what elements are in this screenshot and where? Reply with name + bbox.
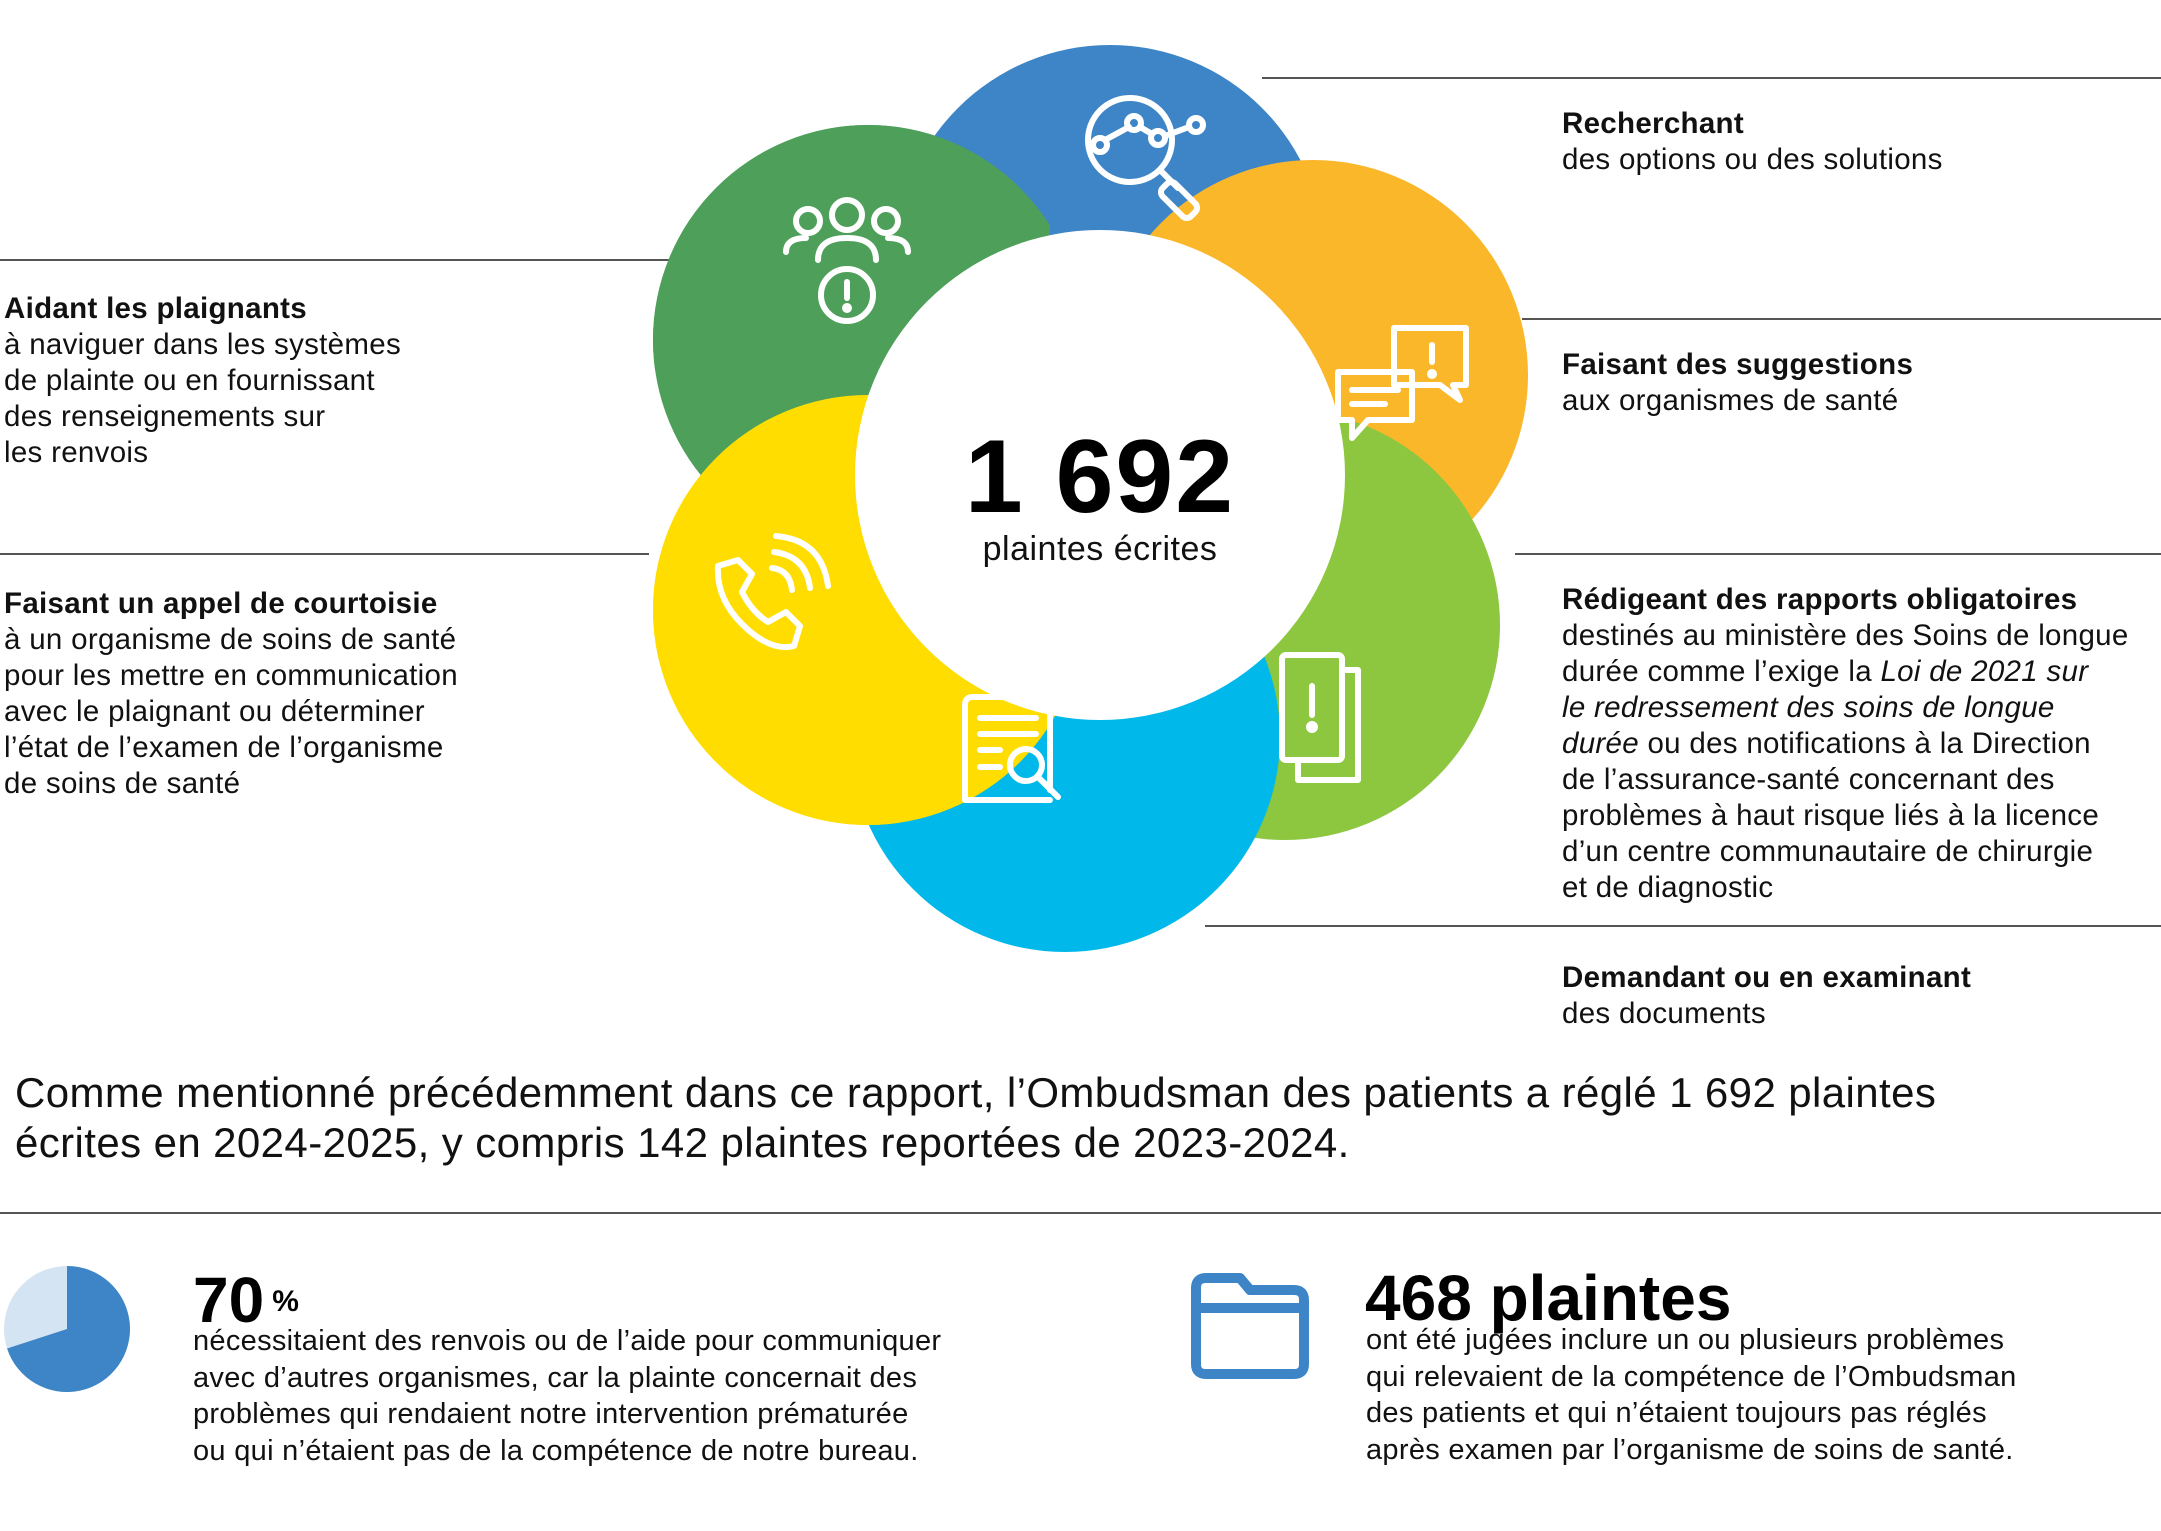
intro-paragraph: Comme mentionné précédemment dans ce rap… <box>15 1068 2135 1168</box>
documents-alert-icon <box>1279 652 1361 783</box>
stat-complaints-number: 468 <box>1365 1262 1472 1334</box>
pie-slice <box>7 1266 130 1392</box>
label-call-title: Faisant un appel de courtoisie <box>4 587 438 620</box>
people-alert-icon <box>783 197 911 324</box>
label-suggest-line: aux organismes de santé <box>1562 384 1899 417</box>
label-call-line: de soins de santé <box>4 767 241 800</box>
label-call-line: l’état de l’examen de l’organisme <box>4 731 444 764</box>
label-help-line: des renseignements sur <box>4 400 326 433</box>
divider-reports <box>1515 553 2161 555</box>
label-reports: Rédigeant des rapports obligatoires dest… <box>1562 582 2129 906</box>
label-call-line: à un organisme de soins de santé <box>4 623 457 656</box>
label-help-title: Aidant les plaignants <box>4 292 307 325</box>
magnifier-chart-icon <box>1085 95 1206 222</box>
document-search-icon <box>962 694 1061 803</box>
stat-percent-line: ou qui n’étaient pas de la compétence de… <box>193 1434 919 1467</box>
stat-percent-description: nécessitaient des renvois ou de l’aide p… <box>193 1323 941 1469</box>
stat-percent-number: 70 <box>193 1264 265 1336</box>
speech-bubbles-icon <box>1335 325 1469 441</box>
divider-section <box>0 1212 2161 1214</box>
label-search: Recherchant des options ou des solutions <box>1562 106 1943 178</box>
stat-complaints-description: ont été jugées inclure un ou plusieurs p… <box>1366 1322 2017 1468</box>
stat-percent-line: avec d’autres organismes, car la plainte… <box>193 1361 918 1394</box>
label-help-line: de plainte ou en fournissant <box>4 364 375 397</box>
label-reports-line: de l’assurance-santé concernant des <box>1562 763 2055 796</box>
label-reports-line: problèmes à haut risque liés à la licenc… <box>1562 799 2100 832</box>
label-reports-law-title: Loi de 2021 sur <box>1880 655 2089 688</box>
label-reports-line: durée comme l’exige la Loi de 2021 sur <box>1562 654 2129 690</box>
petal-call-overlap <box>653 560 900 825</box>
center-value: 1 692 <box>964 419 1236 535</box>
label-reports-law-title: le redressement des soins de longue <box>1562 691 2055 724</box>
stat-complaints-line: après examen par l’organisme de soins de… <box>1366 1433 2014 1466</box>
label-reports-title: Rédigeant des rapports obligatoires <box>1562 583 2078 616</box>
label-suggest-title: Faisant des suggestions <box>1562 348 1914 381</box>
stat-percent-line: problèmes qui rendaient notre interventi… <box>193 1398 909 1430</box>
label-reports-line: d’un centre communautaire de chirurgie <box>1562 835 2094 868</box>
label-help-line: les renvois <box>4 436 149 469</box>
label-search-line: des options ou des solutions <box>1562 143 1943 176</box>
label-documents-line: des documents <box>1562 997 1766 1030</box>
center-disc <box>855 230 1345 720</box>
center-label: plaintes écrites <box>982 530 1218 568</box>
divider-suggest <box>1522 318 2161 320</box>
divider-documents <box>1205 925 2161 927</box>
label-reports-line: durée ou des notifications à la Directio… <box>1562 726 2129 762</box>
folder-icon <box>1191 1273 1309 1379</box>
label-suggest: Faisant des suggestions aux organismes d… <box>1562 347 1913 419</box>
stat-complaints-unit: plaintes <box>1489 1262 1732 1334</box>
stat-complaints-line: ont été jugées inclure un ou plusieurs p… <box>1366 1324 2005 1356</box>
label-search-title: Recherchant <box>1562 107 1744 140</box>
label-reports-line: destinés au ministère des Soins de longu… <box>1562 619 2129 652</box>
stat-percent-unit: % <box>272 1285 299 1318</box>
label-reports-text: durée comme l’exige la <box>1562 655 1881 688</box>
label-help-line: à naviguer dans les systèmes <box>4 328 402 361</box>
label-help: Aidant les plaignants à naviguer dans le… <box>4 291 401 471</box>
phone-call-icon <box>714 533 831 650</box>
stat-complaints-line: des patients et qui n’étaient toujours p… <box>1366 1397 1987 1429</box>
intro-line: Comme mentionné précédemment dans ce rap… <box>15 1069 1937 1116</box>
label-call-line: avec le plaignant ou déterminer <box>4 695 425 728</box>
stat-complaints-value: 468 plaintes <box>1365 1266 1731 1330</box>
divider-call <box>0 553 649 555</box>
label-reports-law-title: durée <box>1562 727 1639 760</box>
label-documents: Demandant ou en examinant des documents <box>1562 960 1971 1032</box>
label-documents-title: Demandant ou en examinant <box>1562 961 1972 994</box>
activity-flower-diagram <box>653 45 1528 952</box>
label-reports-text: ou des notifications à la Direction <box>1638 727 2091 760</box>
intro-line: écrites en 2024-2025, y compris 142 plai… <box>15 1119 1350 1166</box>
label-call-line: pour les mettre en communication <box>4 659 458 692</box>
divider-help <box>0 259 672 261</box>
divider-search <box>1262 77 2161 79</box>
percent-pie-chart <box>4 1266 130 1392</box>
label-call: Faisant un appel de courtoisie à un orga… <box>4 586 458 802</box>
label-reports-line: et de diagnostic <box>1562 871 1774 904</box>
stat-percent-line: nécessitaient des renvois ou de l’aide p… <box>193 1325 942 1357</box>
stat-percent-value: 70% <box>193 1268 299 1332</box>
stat-complaints-line: qui relevaient de la compétence de l’Omb… <box>1366 1360 2017 1393</box>
